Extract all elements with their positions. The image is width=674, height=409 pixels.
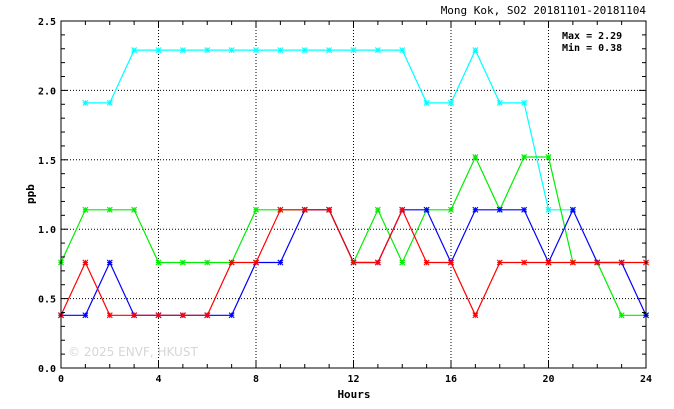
data-point-marker [521,206,528,213]
data-point-marker [277,259,284,266]
data-point-marker [82,259,89,266]
x-tick-label: 20 [542,374,554,385]
data-point-marker [155,259,162,266]
data-point-marker [106,312,113,319]
data-point-marker [374,259,381,266]
data-point-marker [618,312,625,319]
data-point-marker [448,259,454,266]
data-point-marker [106,259,113,266]
data-point-marker [106,206,113,213]
data-point-marker [472,206,479,213]
max-stat-label: Max = 2.29 [562,31,622,42]
data-point-marker [82,99,89,106]
grid-lines [61,21,646,368]
data-point-marker [496,99,503,106]
data-point-marker [374,206,381,213]
data-point-marker [253,47,259,54]
watermark-text: © 2025 ENVF, HKUST [68,345,198,359]
data-point-marker [521,259,528,266]
y-axis-label: ppb [24,184,37,204]
data-point-marker [521,99,528,106]
data-point-marker [569,259,576,266]
x-tick-label: 0 [58,374,64,385]
data-point-marker [545,259,552,266]
x-tick-label: 16 [445,374,457,385]
data-point-marker [496,259,503,266]
data-point-marker [472,312,479,319]
series-1 [82,47,576,213]
data-point-marker [228,47,235,54]
x-tick-label: 8 [253,374,259,385]
data-point-marker [545,206,552,213]
y-tick-label: 2.5 [38,17,56,28]
min-stat-label: Min = 0.38 [562,42,622,54]
data-point-marker [350,47,357,54]
data-point-marker [277,206,284,213]
y-tick-label: 1.5 [38,156,56,167]
data-point-marker [399,206,406,213]
x-tick-label: 12 [347,374,359,385]
data-point-marker [155,47,162,54]
data-point-marker [399,259,406,266]
data-point-marker [228,259,235,266]
data-point-marker [179,312,186,319]
y-tick-label: 0.0 [38,364,56,375]
data-point-marker [545,154,552,161]
data-point-marker [423,206,430,213]
data-point-marker [253,206,259,213]
data-point-marker [155,312,162,319]
data-point-marker [253,259,259,266]
data-point-marker [423,259,430,266]
data-point-marker [301,206,308,213]
data-point-marker [569,206,576,213]
data-point-marker [399,47,406,54]
y-tick-label: 1.0 [38,225,56,236]
data-point-marker [82,206,89,213]
series-layer [58,47,649,319]
x-tick-label: 4 [155,374,161,385]
data-point-marker [204,259,211,266]
data-point-marker [374,47,381,54]
data-point-marker [131,47,138,54]
y-tick-label: 2.0 [38,86,56,97]
data-point-marker [326,206,333,213]
data-point-marker [228,312,235,319]
data-point-marker [179,259,186,266]
data-point-marker [448,206,454,213]
data-point-marker [472,154,479,161]
x-tick-label: 24 [640,374,652,385]
data-point-marker [496,206,503,213]
data-point-marker [131,206,138,213]
data-point-marker [301,47,308,54]
data-point-marker [350,259,357,266]
data-point-marker [326,47,333,54]
y-tick-label: 0.5 [38,295,56,306]
x-axis-label: Hours [337,388,370,401]
series-4 [58,206,649,319]
axis-ticks: 0 4 8 12 16 20 24 0.0 0.5 1.0 1.5 2.0 2.5 [38,17,652,385]
data-point-marker [448,99,454,106]
data-point-marker [82,312,89,319]
data-point-marker [179,47,186,54]
chart-title: Mong Kok, SO2 20181101-20181104 [441,4,647,17]
data-point-marker [204,312,211,319]
data-point-marker [472,47,479,54]
data-point-marker [131,312,138,319]
data-point-marker [204,47,211,54]
data-point-marker [618,259,625,266]
data-point-marker [423,99,430,106]
data-point-marker [106,99,113,106]
data-point-marker [277,47,284,54]
data-point-marker [521,154,528,161]
data-point-marker [594,259,601,266]
